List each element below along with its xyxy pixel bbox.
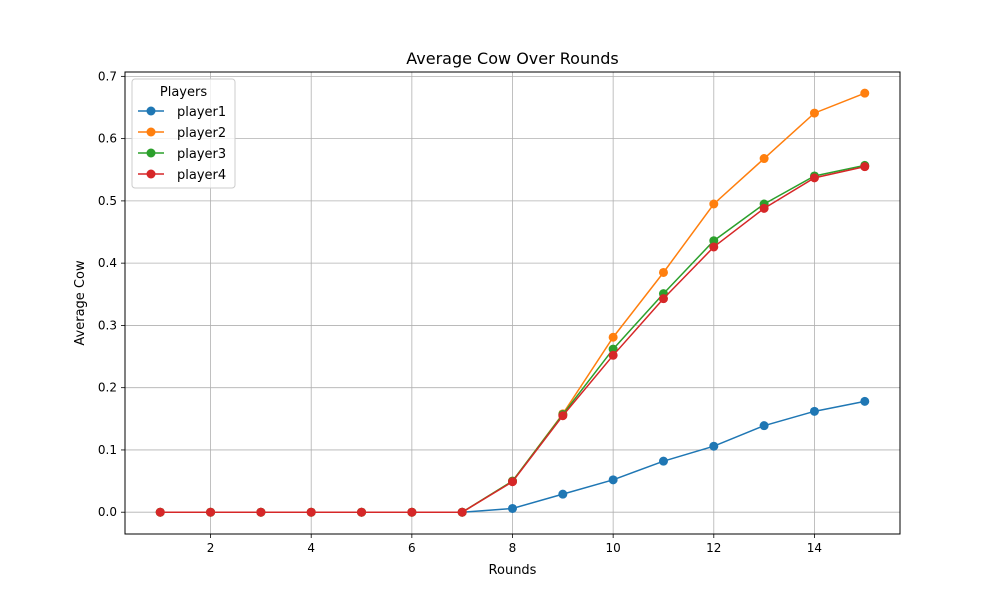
data-point-player4 <box>608 350 618 360</box>
data-point-player4 <box>357 507 367 517</box>
legend-label: player2 <box>177 126 226 141</box>
legend-item-player4: player4 <box>138 168 226 183</box>
legend-swatch-marker <box>146 169 156 179</box>
data-point-player1 <box>558 489 568 499</box>
data-point-player4 <box>558 411 568 421</box>
y-tick-label: 0.3 <box>98 318 117 332</box>
x-tick-label: 14 <box>807 541 822 555</box>
y-tick-label: 0.2 <box>98 381 117 395</box>
data-point-player2 <box>759 154 769 164</box>
axis-ticks: 2 4 6 8 10 12 14 0.0 0.1 0.2 0.3 0.4 0.5 0.6 0.7 <box>98 69 822 555</box>
data-point-player4 <box>306 507 316 517</box>
data-point-player4 <box>256 507 266 517</box>
x-tick-label: 4 <box>307 541 315 555</box>
x-tick-label: 12 <box>706 541 721 555</box>
y-tick-label: 0.4 <box>98 256 117 270</box>
data-point-player4 <box>709 242 719 252</box>
legend-items: player1 player2 player3 player4 <box>138 105 226 183</box>
y-tick-label: 0.6 <box>98 132 117 146</box>
data-point-player1 <box>508 503 517 513</box>
data-point-player4 <box>407 507 417 517</box>
legend-swatch-marker <box>146 148 156 158</box>
data-point-player4 <box>658 294 668 304</box>
x-tick-label: 2 <box>207 541 215 555</box>
x-tick-label: 8 <box>509 541 517 555</box>
data-point-player1 <box>658 456 668 466</box>
data-point-player1 <box>709 441 719 451</box>
y-tick-label: 0.5 <box>98 194 117 208</box>
data-point-player2 <box>860 88 870 98</box>
series-layer <box>155 88 870 517</box>
data-point-player2 <box>658 267 668 277</box>
data-point-player2 <box>608 332 618 342</box>
data-point-player4 <box>457 507 467 517</box>
series-player4 <box>155 162 870 517</box>
data-point-player4 <box>155 507 165 517</box>
y-tick-label: 0.7 <box>98 69 117 83</box>
data-point-player4 <box>860 162 870 172</box>
x-tick-label: 6 <box>408 541 416 555</box>
legend-label: player1 <box>177 105 226 120</box>
data-point-player2 <box>809 108 819 118</box>
y-tick-label: 0.1 <box>98 443 117 457</box>
legend-title: Players <box>160 85 207 100</box>
data-point-player1 <box>860 396 870 406</box>
data-point-player3 <box>608 344 618 354</box>
data-point-player4 <box>809 173 819 183</box>
chart-title: Average Cow Over Rounds <box>406 49 618 68</box>
legend-label: player3 <box>177 147 226 162</box>
legend-item-player2: player2 <box>138 126 226 141</box>
x-tick-label: 10 <box>606 541 621 555</box>
data-point-player4 <box>759 203 769 213</box>
data-point-player3 <box>709 236 719 246</box>
legend-item-player1: player1 <box>138 105 226 120</box>
data-point-player1 <box>759 421 769 431</box>
data-point-player1 <box>608 475 618 485</box>
legend-item-player3: player3 <box>138 147 226 162</box>
data-point-player4 <box>206 507 216 517</box>
legend-swatch-marker <box>146 127 156 137</box>
data-point-player2 <box>709 199 719 209</box>
data-point-player1 <box>809 406 819 416</box>
y-axis-label: Average Cow <box>73 260 88 346</box>
x-axis-label: Rounds <box>489 563 537 578</box>
y-tick-label: 0.0 <box>98 505 117 519</box>
legend: Players player1 player2 player3 player4 <box>131 78 236 189</box>
legend-box <box>131 78 236 189</box>
legend-swatch-marker <box>146 106 156 116</box>
data-point-player4 <box>508 477 517 487</box>
legend-label: player4 <box>177 168 226 183</box>
